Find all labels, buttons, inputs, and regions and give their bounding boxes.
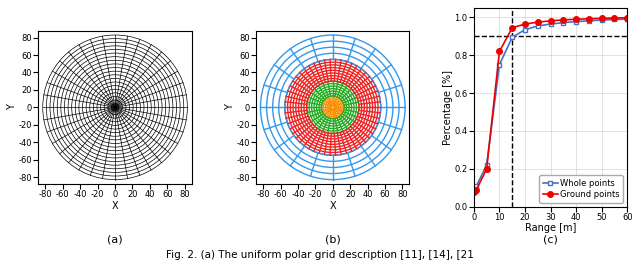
- Whole points: [472, 184, 480, 187]
- Whole points: [598, 19, 605, 22]
- Whole points: [470, 186, 477, 189]
- Whole points: [559, 21, 567, 24]
- Ground points: [572, 18, 580, 21]
- Whole points: [508, 36, 516, 39]
- Ground points: [598, 17, 605, 20]
- Ground points: [623, 16, 631, 19]
- Text: (c): (c): [543, 235, 558, 245]
- Ground points: [483, 167, 490, 170]
- Ground points: [521, 23, 529, 26]
- Y-axis label: Y: Y: [7, 104, 17, 110]
- Whole points: [611, 18, 618, 21]
- Whole points: [495, 63, 503, 66]
- Ground points: [547, 19, 554, 23]
- Ground points: [495, 50, 503, 53]
- Ground points: [559, 18, 567, 21]
- Ground points: [585, 17, 593, 20]
- Text: Fig. 2. (a) The uniform polar grid description [11], [14], [21: Fig. 2. (a) The uniform polar grid descr…: [166, 250, 474, 260]
- Whole points: [547, 23, 554, 26]
- Ground points: [534, 21, 541, 24]
- Whole points: [483, 164, 490, 167]
- X-axis label: X: X: [330, 201, 336, 211]
- Text: (a): (a): [108, 235, 123, 245]
- Whole points: [623, 17, 631, 21]
- X-axis label: X: X: [112, 201, 118, 211]
- Ground points: [470, 190, 477, 193]
- Whole points: [572, 20, 580, 23]
- Whole points: [534, 24, 541, 28]
- Ground points: [611, 16, 618, 20]
- Line: Ground points: Ground points: [471, 15, 630, 194]
- Ground points: [472, 188, 480, 191]
- X-axis label: Range [m]: Range [m]: [525, 223, 576, 233]
- Y-axis label: Y: Y: [225, 104, 235, 110]
- Line: Whole points: Whole points: [472, 17, 630, 190]
- Text: (b): (b): [325, 235, 340, 245]
- Legend: Whole points, Ground points: Whole points, Ground points: [540, 175, 623, 202]
- Y-axis label: Percentage [%]: Percentage [%]: [443, 70, 453, 145]
- Ground points: [508, 26, 516, 29]
- Whole points: [521, 28, 529, 31]
- Whole points: [585, 19, 593, 23]
